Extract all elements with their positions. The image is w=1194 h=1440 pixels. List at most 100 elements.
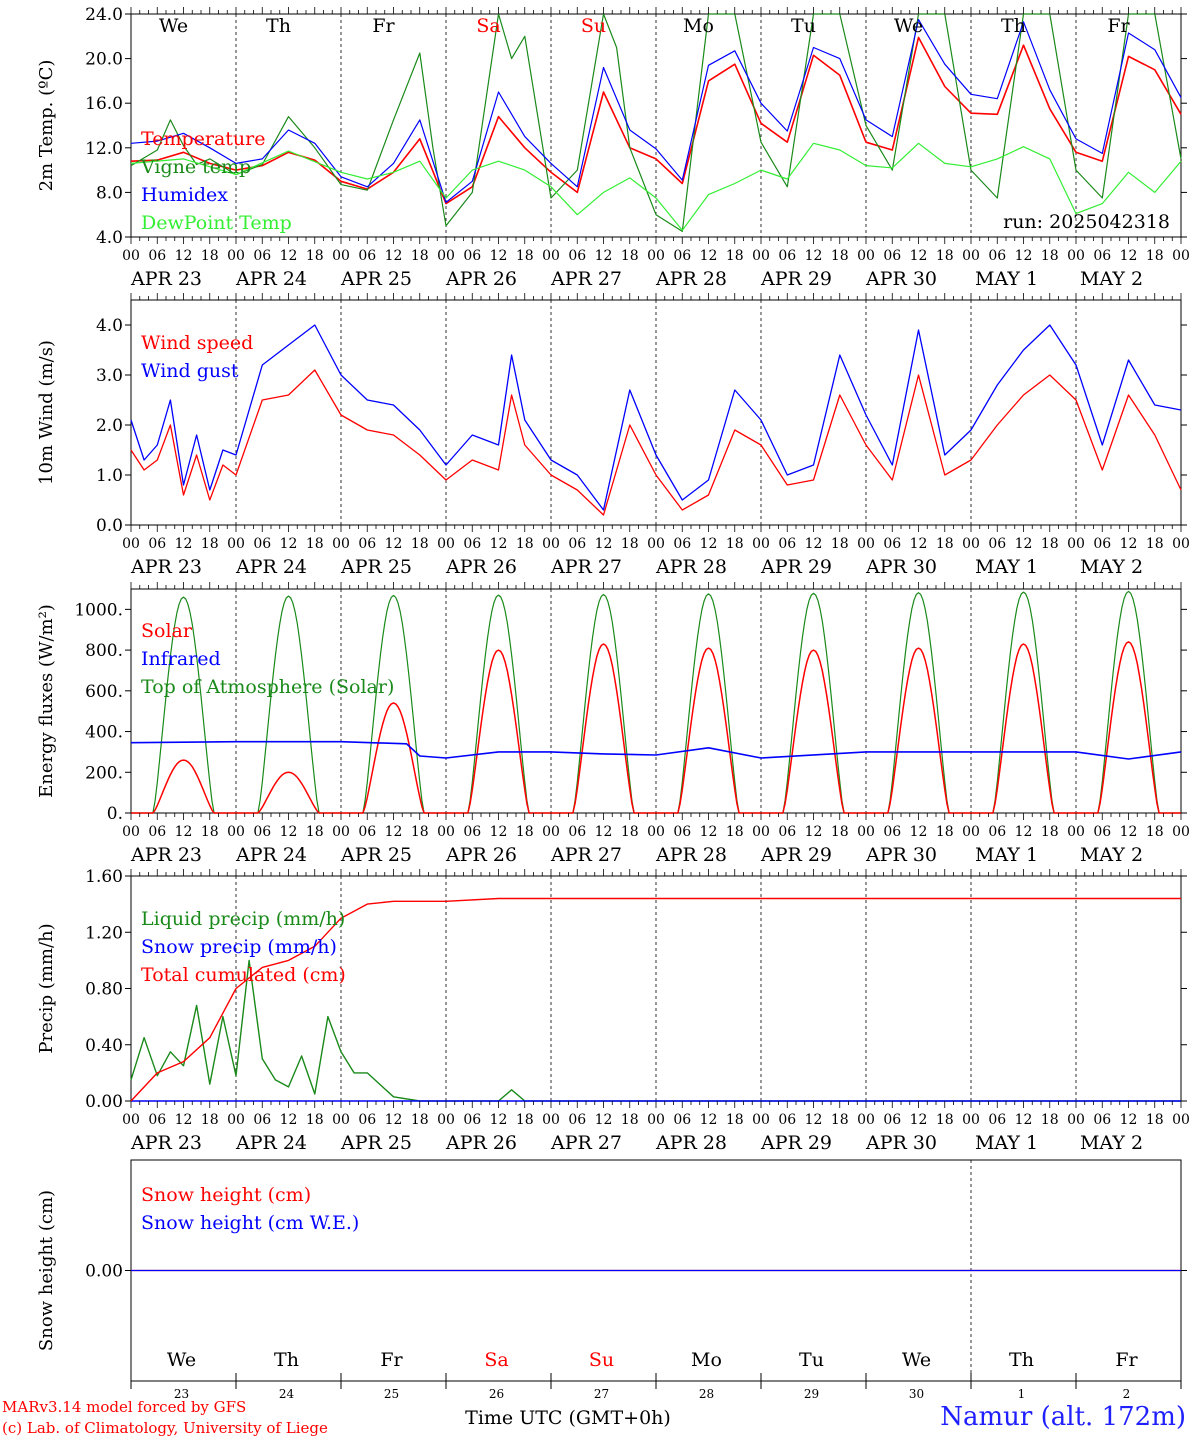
day-number: 25 (384, 1387, 399, 1401)
series-vigne-temp (130, 13, 1182, 232)
series-dewpoint-temp (130, 142, 1182, 231)
y-tick-label: 1.60 (85, 867, 123, 887)
hour-label: 18 (411, 824, 429, 840)
legend-entry: Wind speed (141, 332, 253, 354)
date-label: APR 28 (655, 268, 727, 290)
series-humidex (130, 19, 1182, 203)
legend-entry: Vigne temp (140, 156, 251, 178)
date-label: APR 24 (235, 268, 307, 290)
hour-label: 18 (621, 824, 639, 840)
lab-credit: (c) Lab. of Climatology, University of L… (2, 1419, 328, 1437)
hour-label: 18 (726, 536, 744, 552)
hour-label: 06 (883, 248, 901, 264)
hour-label: 00 (542, 824, 560, 840)
date-label: APR 24 (235, 844, 307, 866)
y-tick-label: 0.80 (85, 980, 123, 1000)
y-tick-label: 0. (107, 804, 123, 824)
hour-label: 12 (490, 1112, 508, 1128)
y-tick-label: 400. (85, 723, 123, 743)
weekday-label: We (894, 15, 923, 37)
y-tick-label: 8.0 (96, 183, 123, 203)
date-label: MAY 2 (1080, 1132, 1143, 1154)
hour-label: 06 (988, 536, 1006, 552)
hour-label: 12 (385, 1112, 403, 1128)
time-axis-energy: 00 06 12 18 00 06 12 18 00 06 12 18 00 06 12 18 00 06 12 18… (122, 582, 1190, 866)
hour-label: 00 (122, 536, 140, 552)
date-label: APR 30 (865, 1132, 937, 1154)
hour-label: 12 (805, 1112, 823, 1128)
hour-label: 12 (175, 1112, 193, 1128)
hour-label: 18 (831, 536, 849, 552)
hour-label: 12 (805, 536, 823, 552)
hour-label: 12 (1120, 1112, 1138, 1128)
hour-label: 12 (175, 824, 193, 840)
weekday-label: Su (581, 15, 606, 37)
hour-label: 00 (122, 824, 140, 840)
hour-label: 18 (621, 1112, 639, 1128)
run-label: run: 2025042318 (1003, 211, 1170, 233)
date-label: APR 27 (550, 556, 622, 578)
hour-label: 00 (542, 1112, 560, 1128)
time-axis-precip: 00 06 12 18 00 06 12 18 00 06 12 18 00 06 12 18 00 06 12 18… (122, 869, 1190, 1154)
hour-label: 12 (595, 1112, 613, 1128)
hour-label: 06 (988, 248, 1006, 264)
hour-label: 18 (411, 248, 429, 264)
hour-label: 06 (1093, 536, 1111, 552)
hour-label: 12 (700, 536, 718, 552)
series-wind-gust (130, 324, 1182, 511)
hour-label: 06 (463, 824, 481, 840)
date-label: APR 28 (655, 556, 727, 578)
hour-label: 18 (831, 248, 849, 264)
hour-label: 06 (568, 1112, 586, 1128)
hour-label: 12 (280, 536, 298, 552)
hour-label: 00 (1067, 536, 1085, 552)
hour-label: 18 (1041, 1112, 1059, 1128)
hour-label: 12 (175, 248, 193, 264)
hour-label: 00 (752, 536, 770, 552)
y-axis-label: 2m Temp. (ºC) (36, 60, 57, 192)
series-infrared (130, 740, 1182, 760)
date-label: APR 27 (550, 1132, 622, 1154)
hour-label: 06 (568, 536, 586, 552)
weekday-label: Fr (372, 15, 395, 37)
hour-label: 06 (778, 536, 796, 552)
weekday-label: Mo (683, 15, 714, 37)
weekday-label: We (159, 15, 188, 37)
y-tick-label: 2.0 (96, 416, 123, 436)
hour-label: 00 (1067, 1112, 1085, 1128)
y-tick-label: 600. (85, 682, 123, 702)
weekday-label: Tu (791, 15, 816, 37)
hour-label: 00 (857, 1112, 875, 1128)
series-total-cumulated-cm- (130, 897, 1181, 1102)
legend-entry: Total cumulated (cm) (141, 964, 346, 986)
hour-label: 06 (1093, 1112, 1111, 1128)
y-tick-label: 16.0 (85, 94, 123, 114)
hour-label: 18 (306, 824, 324, 840)
date-label: MAY 1 (975, 1132, 1038, 1154)
hour-label: 18 (411, 536, 429, 552)
hour-label: 06 (988, 1112, 1006, 1128)
hour-label: 18 (936, 1112, 954, 1128)
weekday-label: We (167, 1349, 196, 1371)
weekday-label: Mo (691, 1349, 722, 1371)
hour-label: 00 (647, 824, 665, 840)
y-tick-label: 20.0 (85, 50, 123, 70)
hour-label: 18 (306, 536, 324, 552)
hour-label: 18 (201, 536, 219, 552)
hour-label: 06 (568, 248, 586, 264)
hour-label: 06 (988, 824, 1006, 840)
date-label: APR 29 (760, 268, 832, 290)
legend-entry: Snow height (cm) (141, 1184, 311, 1206)
hour-label: 18 (516, 248, 534, 264)
date-label: MAY 2 (1080, 556, 1143, 578)
hour-label: 00 (227, 536, 245, 552)
hour-label: 06 (358, 824, 376, 840)
panel-precip: 0.00 0.40 0.80 1.20 1.60 Precip (mm/h) Liquid … (36, 867, 1187, 1112)
hour-label: 12 (280, 824, 298, 840)
hour-label: 06 (1093, 248, 1111, 264)
day-number: 23 (174, 1387, 189, 1401)
day-number: 28 (699, 1387, 714, 1401)
date-label: MAY 1 (975, 844, 1038, 866)
hour-label: 06 (463, 1112, 481, 1128)
hour-label: 00 (332, 248, 350, 264)
